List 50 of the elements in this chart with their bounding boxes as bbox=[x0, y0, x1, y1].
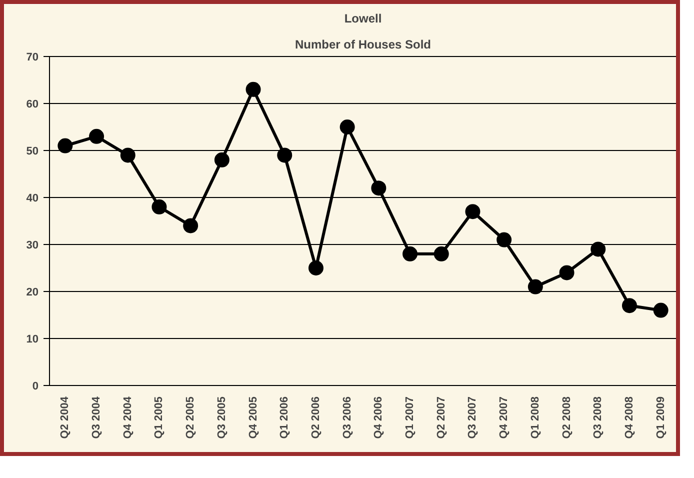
point bbox=[246, 82, 261, 97]
x-tick-label: Q2 2006 bbox=[310, 396, 322, 439]
point bbox=[371, 180, 386, 196]
point bbox=[89, 128, 104, 144]
point bbox=[58, 138, 73, 154]
y-tick-label: 50 bbox=[26, 146, 39, 158]
x-tick-label: Q2 2004 bbox=[59, 396, 72, 439]
x-tick-label: Q1 2008 bbox=[529, 396, 542, 439]
point bbox=[152, 199, 167, 214]
y-tick-label: 30 bbox=[26, 240, 39, 252]
point bbox=[528, 279, 543, 294]
point bbox=[622, 298, 637, 314]
x-tick-label: Q3 2006 bbox=[341, 396, 354, 439]
point bbox=[496, 232, 512, 248]
point bbox=[434, 246, 449, 262]
x-tick-label: Q4 2008 bbox=[623, 396, 636, 439]
x-tick-label: Q4 2005 bbox=[247, 396, 260, 439]
chart-subtitle: Number of Houses Sold bbox=[294, 38, 432, 52]
x-tick-label: Q3 2005 bbox=[216, 396, 228, 439]
y-tick-label: 20 bbox=[26, 286, 39, 298]
y-tick-label: 70 bbox=[26, 52, 39, 64]
chart-title: Lowell bbox=[344, 12, 382, 26]
point bbox=[277, 148, 292, 163]
x-tick-label: Q4 2004 bbox=[122, 396, 134, 439]
point bbox=[559, 265, 574, 280]
point bbox=[653, 302, 668, 318]
x-tick-label: Q2 2005 bbox=[184, 396, 197, 439]
y-tick-label: 60 bbox=[26, 98, 39, 110]
y-tick-label: 0 bbox=[32, 380, 39, 392]
x-tick-label: Q3 2004 bbox=[90, 396, 103, 439]
x-tick-label: Q1 2007 bbox=[404, 396, 416, 439]
x-tick-label: Q3 2007 bbox=[466, 396, 479, 439]
x-tick-label: Q2 2008 bbox=[560, 396, 573, 439]
point bbox=[120, 148, 136, 163]
x-tick-label: Q1 2005 bbox=[153, 396, 166, 439]
x-tick-label: Q1 2006 bbox=[278, 396, 291, 439]
point bbox=[183, 218, 198, 234]
point bbox=[340, 120, 355, 134]
point bbox=[308, 260, 324, 276]
point bbox=[590, 242, 606, 257]
x-tick-label: Q4 2006 bbox=[372, 396, 385, 439]
point bbox=[402, 246, 418, 262]
x-tick-label: Q2 2007 bbox=[435, 396, 448, 439]
x-tick-label: Q3 2008 bbox=[592, 396, 604, 439]
x-tick-label: Q4 2007 bbox=[498, 396, 510, 439]
y-tick-label: 40 bbox=[26, 192, 39, 204]
point bbox=[465, 204, 480, 220]
y-tick-label: 10 bbox=[26, 334, 39, 346]
point bbox=[214, 152, 230, 168]
x-tick-label: Q1 2009 bbox=[654, 396, 667, 439]
